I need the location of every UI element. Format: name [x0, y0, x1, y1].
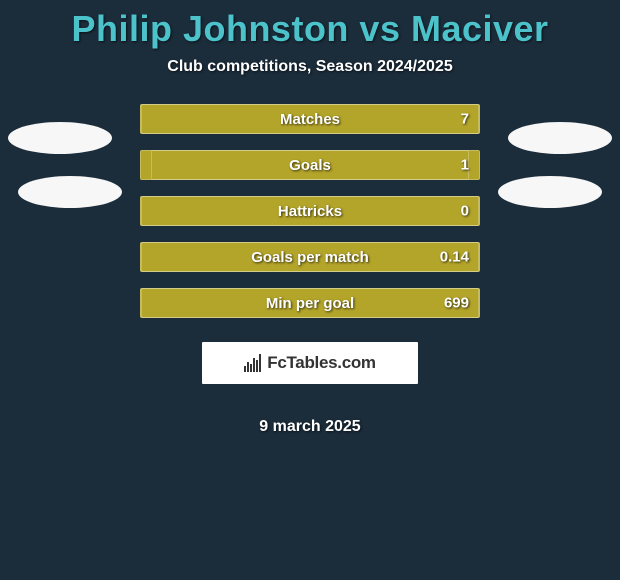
- stat-row-goals: Goals 1: [140, 150, 480, 180]
- page-title: Philip Johnston vs Maciver: [71, 8, 548, 50]
- brand-box[interactable]: FcTables.com: [202, 342, 418, 384]
- bar-chart-icon: [244, 354, 261, 372]
- stat-row-min-per-goal: Min per goal 699: [140, 288, 480, 318]
- stat-label: Hattricks: [278, 203, 342, 220]
- stat-value: 7: [461, 111, 469, 128]
- stat-row-goals-per-match: Goals per match 0.14: [140, 242, 480, 272]
- stat-value: 1: [461, 157, 469, 174]
- stat-row-matches: Matches 7: [140, 104, 480, 134]
- stat-label: Goals: [289, 157, 331, 174]
- stat-value: 0: [461, 203, 469, 220]
- date-label: 9 march 2025: [259, 418, 360, 436]
- stat-row-hattricks: Hattricks 0: [140, 196, 480, 226]
- comparison-card: Philip Johnston vs Maciver Club competit…: [0, 0, 620, 436]
- stat-label: Min per goal: [266, 295, 354, 312]
- stats-area: Matches 7 Goals 1 Hattricks 0 Goals per …: [0, 104, 620, 436]
- stat-label: Matches: [280, 111, 340, 128]
- brand-text: FcTables.com: [267, 353, 376, 373]
- page-subtitle: Club competitions, Season 2024/2025: [167, 58, 452, 76]
- stat-label: Goals per match: [251, 249, 369, 266]
- stat-value: 0.14: [440, 249, 469, 266]
- stat-value: 699: [444, 295, 469, 312]
